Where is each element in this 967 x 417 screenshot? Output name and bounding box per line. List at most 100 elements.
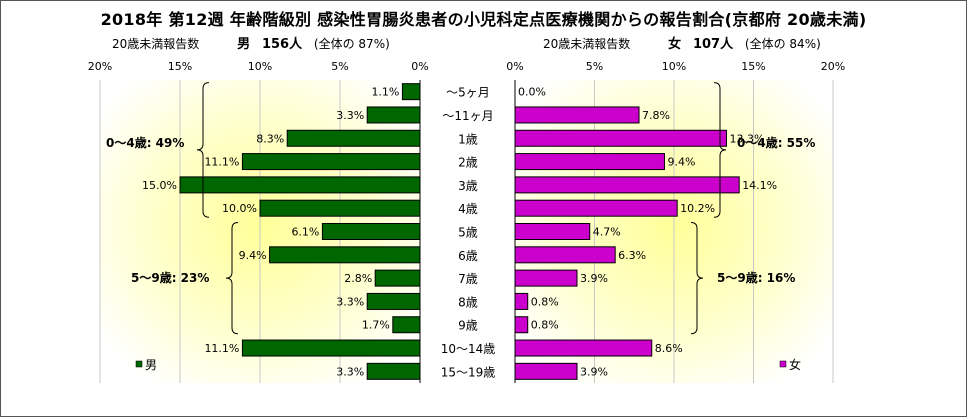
female-bar: [514, 362, 578, 380]
male-group-annotation: 5～9歳: 23%: [131, 270, 209, 285]
age-category-label: 4歳: [458, 202, 478, 216]
female-x-tick-label: 10%: [662, 60, 686, 73]
female-x-tick-label: 0%: [506, 60, 523, 73]
female-data-label: 3.9%: [580, 365, 608, 378]
female-bar: [514, 223, 591, 240]
female-group-annotation: 0～4歳: 55%: [737, 135, 815, 150]
male-data-label: 3.3%: [336, 365, 364, 378]
male-subtitle-label: 20歳未満報告数: [112, 37, 200, 51]
age-category-label: 8歳: [458, 295, 478, 309]
female-data-label: 13.3%: [729, 132, 764, 145]
female-data-label: 7.8%: [642, 109, 670, 122]
age-category-label: 5歳: [458, 226, 478, 240]
male-legend-swatch: [135, 360, 143, 368]
female-data-label: 0.8%: [531, 295, 559, 308]
male-data-label: 9.4%: [239, 249, 267, 262]
male-data-label: 15.0%: [142, 179, 177, 192]
female-data-label: 14.1%: [742, 179, 777, 192]
male-bar: [179, 176, 421, 194]
female-data-label: 3.9%: [580, 272, 608, 285]
age-category-label: 2歳: [458, 156, 478, 170]
female-subtitle: 20歳未満報告数 女 107人 (全体の 84%): [543, 33, 821, 52]
female-data-label: 8.6%: [655, 342, 683, 355]
male-data-label: 2.8%: [344, 272, 372, 285]
male-group-annotation: 0～4歳: 49%: [106, 135, 184, 150]
age-category-label: ～5ヶ月: [446, 86, 490, 100]
female-bar: [514, 106, 640, 124]
male-x-tick-label: 0%: [411, 60, 428, 73]
male-x-tick-label: 20%: [88, 60, 112, 73]
male-data-label: 3.3%: [336, 295, 364, 308]
female-bar: [514, 199, 678, 217]
age-category-label: ～11ヶ月: [442, 109, 493, 123]
female-panel: 0% 5% 10% 15% 20% 0.0% 7.8% 13.3% 9.4% 14.1% 10.2%…: [506, 60, 845, 383]
female-data-label: 9.4%: [667, 156, 695, 169]
male-bar: [259, 199, 421, 217]
female-bar: [514, 339, 653, 357]
male-x-tick-label: 10%: [248, 60, 272, 73]
female-legend-label: 女: [789, 357, 801, 372]
female-x-tick-label: 15%: [741, 60, 765, 73]
male-subtitle-sex: 男: [237, 37, 251, 52]
male-bar: [366, 106, 421, 124]
male-subtitle: 20歳未満報告数 男 156人 (全体の 87%): [112, 33, 390, 52]
male-bar: [392, 316, 421, 334]
female-data-label: 10.2%: [680, 202, 715, 215]
female-bar: [514, 246, 616, 264]
age-category-axis: ～5ヶ月 ～11ヶ月 1歳 2歳 3歳 4歳 5歳 6歳 7歳 8歳 9歳 10～14歳 15～19歳: [441, 86, 496, 380]
female-subtitle-share: (全体の 84%): [744, 37, 821, 51]
male-bar: [241, 339, 421, 357]
female-subtitle-count: 107人: [692, 37, 734, 52]
male-data-label: 1.7%: [362, 319, 390, 332]
male-data-label: 11.1%: [204, 342, 239, 355]
male-bar: [401, 83, 421, 101]
male-data-label: 1.1%: [371, 86, 399, 99]
female-group-brace: [690, 222, 704, 335]
age-category-label: 6歳: [458, 249, 478, 263]
age-category-label: 15～19歳: [441, 365, 496, 379]
male-bar: [321, 223, 421, 240]
male-group-brace: [196, 82, 210, 218]
age-category-label: 10～14歳: [441, 342, 496, 356]
female-data-label: 0.8%: [531, 319, 559, 332]
female-x-tick-label: 20%: [821, 60, 845, 73]
male-data-label: 6.1%: [291, 226, 319, 239]
male-data-label: 3.3%: [336, 109, 364, 122]
male-bar: [286, 129, 421, 147]
male-x-tick-label: 5%: [331, 60, 348, 73]
female-subtitle-sex: 女: [668, 37, 682, 52]
age-category-label: 3歳: [458, 179, 478, 193]
male-x-tick-label: 15%: [168, 60, 192, 73]
male-group-brace: [225, 222, 239, 335]
male-legend-label: 男: [145, 358, 157, 372]
male-subtitle-count: 156人: [261, 37, 303, 52]
female-bar: [514, 129, 727, 147]
chart-title: 2018年 第12週 年齢階級別 感染性胃腸炎患者の小児科定点医療機関からの報告…: [100, 10, 867, 29]
female-group-annotation: 5～9歳: 16%: [717, 270, 795, 285]
female-data-label: 6.3%: [618, 249, 646, 262]
age-category-label: 7歳: [458, 272, 478, 286]
male-panel: 20% 15% 10% 5% 0% 1.1% 3.3% 8.3% 11.1% 15.0% 10.0%…: [88, 60, 429, 383]
male-bar: [366, 292, 421, 310]
female-x-tick-label: 5%: [586, 60, 603, 73]
age-category-label: 1歳: [458, 132, 478, 146]
female-bar: [514, 153, 665, 171]
male-data-label: 10.0%: [222, 202, 257, 215]
age-category-label: 9歳: [458, 319, 478, 333]
female-legend-swatch: [779, 360, 787, 368]
male-data-label: 8.3%: [256, 132, 284, 145]
male-bar: [366, 362, 421, 380]
female-bar: [514, 269, 578, 287]
female-bar: [514, 316, 529, 334]
female-group-brace: [713, 82, 727, 218]
male-bar: [241, 153, 421, 171]
female-data-label: 4.7%: [593, 226, 621, 239]
male-bar: [374, 269, 421, 287]
female-subtitle-label: 20歳未満報告数: [543, 37, 631, 51]
male-bar: [269, 246, 421, 264]
female-bar: [514, 292, 529, 310]
female-bar: [514, 176, 740, 194]
female-data-label: 0.0%: [518, 86, 546, 99]
male-subtitle-share: (全体の 87%): [313, 37, 390, 51]
